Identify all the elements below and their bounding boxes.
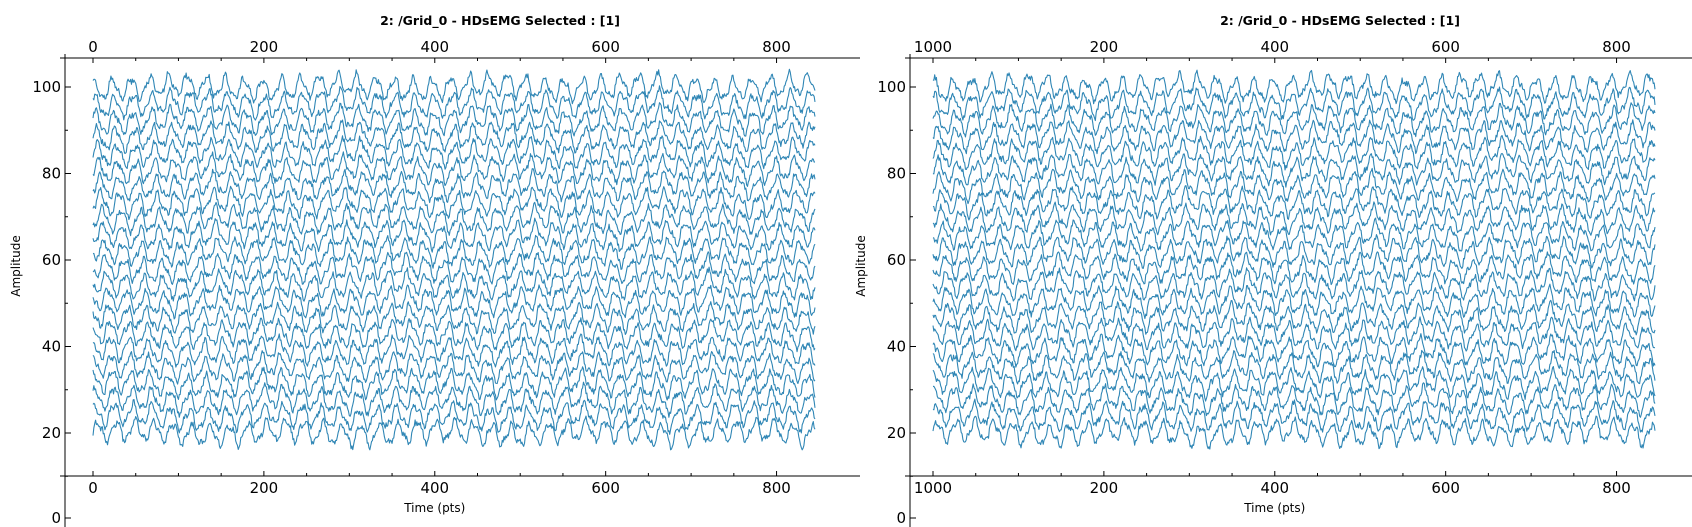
channel-trace-15 xyxy=(92,185,816,221)
channel-trace-22 xyxy=(92,68,816,105)
channel-trace-8 xyxy=(92,301,816,335)
chart-title: 2: /Grid_0 - HDsEMG Selected : [1] xyxy=(380,13,620,29)
channel-trace-19 xyxy=(932,119,1656,155)
chart-panel-1: 2: /Grid_0 - HDsEMG Selected : [1]002002… xyxy=(9,13,860,527)
channel-trace-3 xyxy=(932,382,1656,418)
bottom-x-tick-label: 1000 xyxy=(914,479,952,497)
top-x-tick-label: 400 xyxy=(1260,38,1289,56)
channel-trace-19 xyxy=(92,119,816,154)
chart-panel-2: 2: /Grid_0 - HDsEMG Selected : [1]100010… xyxy=(854,13,1692,527)
channel-trace-21 xyxy=(92,85,816,121)
channel-trace-14 xyxy=(92,201,816,237)
channel-trace-5 xyxy=(92,350,816,385)
channel-trace-11 xyxy=(92,251,816,285)
channel-trace-6 xyxy=(932,333,1656,368)
channel-trace-18 xyxy=(932,134,1656,171)
channel-trace-2 xyxy=(92,399,816,435)
top-x-tick-label: 600 xyxy=(591,38,620,56)
y-tick-label: 60 xyxy=(887,251,906,269)
top-x-tick-label: 200 xyxy=(250,38,279,56)
y-tick-label: 100 xyxy=(32,78,61,96)
channel-trace-13 xyxy=(932,217,1656,252)
top-x-tick-label: 800 xyxy=(762,38,791,56)
top-x-tick-label: 800 xyxy=(1602,38,1631,56)
y-axis-label: Amplitude xyxy=(9,235,23,297)
y-tick-label: 20 xyxy=(42,424,61,442)
channel-trace-14 xyxy=(932,201,1656,236)
channel-trace-16 xyxy=(932,167,1656,205)
channel-trace-5 xyxy=(932,349,1656,385)
channel-trace-22 xyxy=(932,69,1656,105)
channel-trace-4 xyxy=(932,365,1656,402)
bottom-x-tick-label: 400 xyxy=(420,479,449,497)
channel-trace-18 xyxy=(92,135,816,170)
y-tick-label: 60 xyxy=(42,251,61,269)
channel-trace-9 xyxy=(92,284,816,320)
channel-trace-1 xyxy=(92,415,816,451)
bottom-x-tick-label: 600 xyxy=(1431,479,1460,497)
channel-trace-8 xyxy=(932,299,1656,336)
bottom-x-tick-label: 0 xyxy=(88,479,98,497)
y-tick-label: 40 xyxy=(42,338,61,356)
channel-trace-7 xyxy=(92,317,816,353)
outer-y-tick-label: 0 xyxy=(51,509,61,527)
traces-group xyxy=(92,68,816,451)
channel-trace-20 xyxy=(932,102,1656,138)
channel-trace-21 xyxy=(932,86,1656,122)
bottom-x-tick-label: 200 xyxy=(1090,479,1119,497)
channel-trace-13 xyxy=(92,217,816,253)
x-axis-label: Time (pts) xyxy=(403,501,465,515)
x-axis-label: Time (pts) xyxy=(1243,501,1305,515)
channel-trace-17 xyxy=(932,152,1656,188)
y-tick-label: 80 xyxy=(42,165,61,183)
chart-title: 2: /Grid_0 - HDsEMG Selected : [1] xyxy=(1220,13,1460,29)
bottom-x-tick-label: 800 xyxy=(762,479,791,497)
top-x-tick-label: 1000 xyxy=(914,38,952,56)
channel-trace-7 xyxy=(932,316,1656,352)
channel-trace-6 xyxy=(92,333,816,368)
channel-trace-20 xyxy=(92,102,816,137)
traces-group xyxy=(932,69,1656,450)
bottom-x-tick-label: 600 xyxy=(591,479,620,497)
outer-y-tick-label: 0 xyxy=(896,509,906,527)
bottom-x-tick-label: 200 xyxy=(250,479,279,497)
channel-trace-16 xyxy=(92,168,816,204)
channel-trace-12 xyxy=(932,234,1656,269)
y-tick-label: 80 xyxy=(887,165,906,183)
y-tick-label: 100 xyxy=(877,78,906,96)
top-x-tick-label: 600 xyxy=(1431,38,1460,56)
bottom-x-tick-label: 400 xyxy=(1260,479,1289,497)
top-x-tick-label: 200 xyxy=(1090,38,1119,56)
channel-trace-11 xyxy=(932,251,1656,286)
y-tick-label: 40 xyxy=(887,338,906,356)
channel-trace-3 xyxy=(92,381,816,418)
channel-trace-10 xyxy=(92,266,816,302)
channel-trace-15 xyxy=(932,185,1656,221)
channel-trace-4 xyxy=(92,366,816,401)
channel-trace-12 xyxy=(92,234,816,270)
channel-trace-9 xyxy=(932,283,1656,320)
top-x-tick-label: 400 xyxy=(420,38,449,56)
channel-trace-1 xyxy=(932,415,1656,450)
y-axis-label: Amplitude xyxy=(854,235,868,297)
top-x-tick-label: 0 xyxy=(88,38,98,56)
channel-trace-2 xyxy=(932,398,1656,433)
bottom-x-tick-label: 800 xyxy=(1602,479,1631,497)
channel-trace-17 xyxy=(92,151,816,187)
channel-trace-10 xyxy=(932,267,1656,302)
y-tick-label: 20 xyxy=(887,424,906,442)
